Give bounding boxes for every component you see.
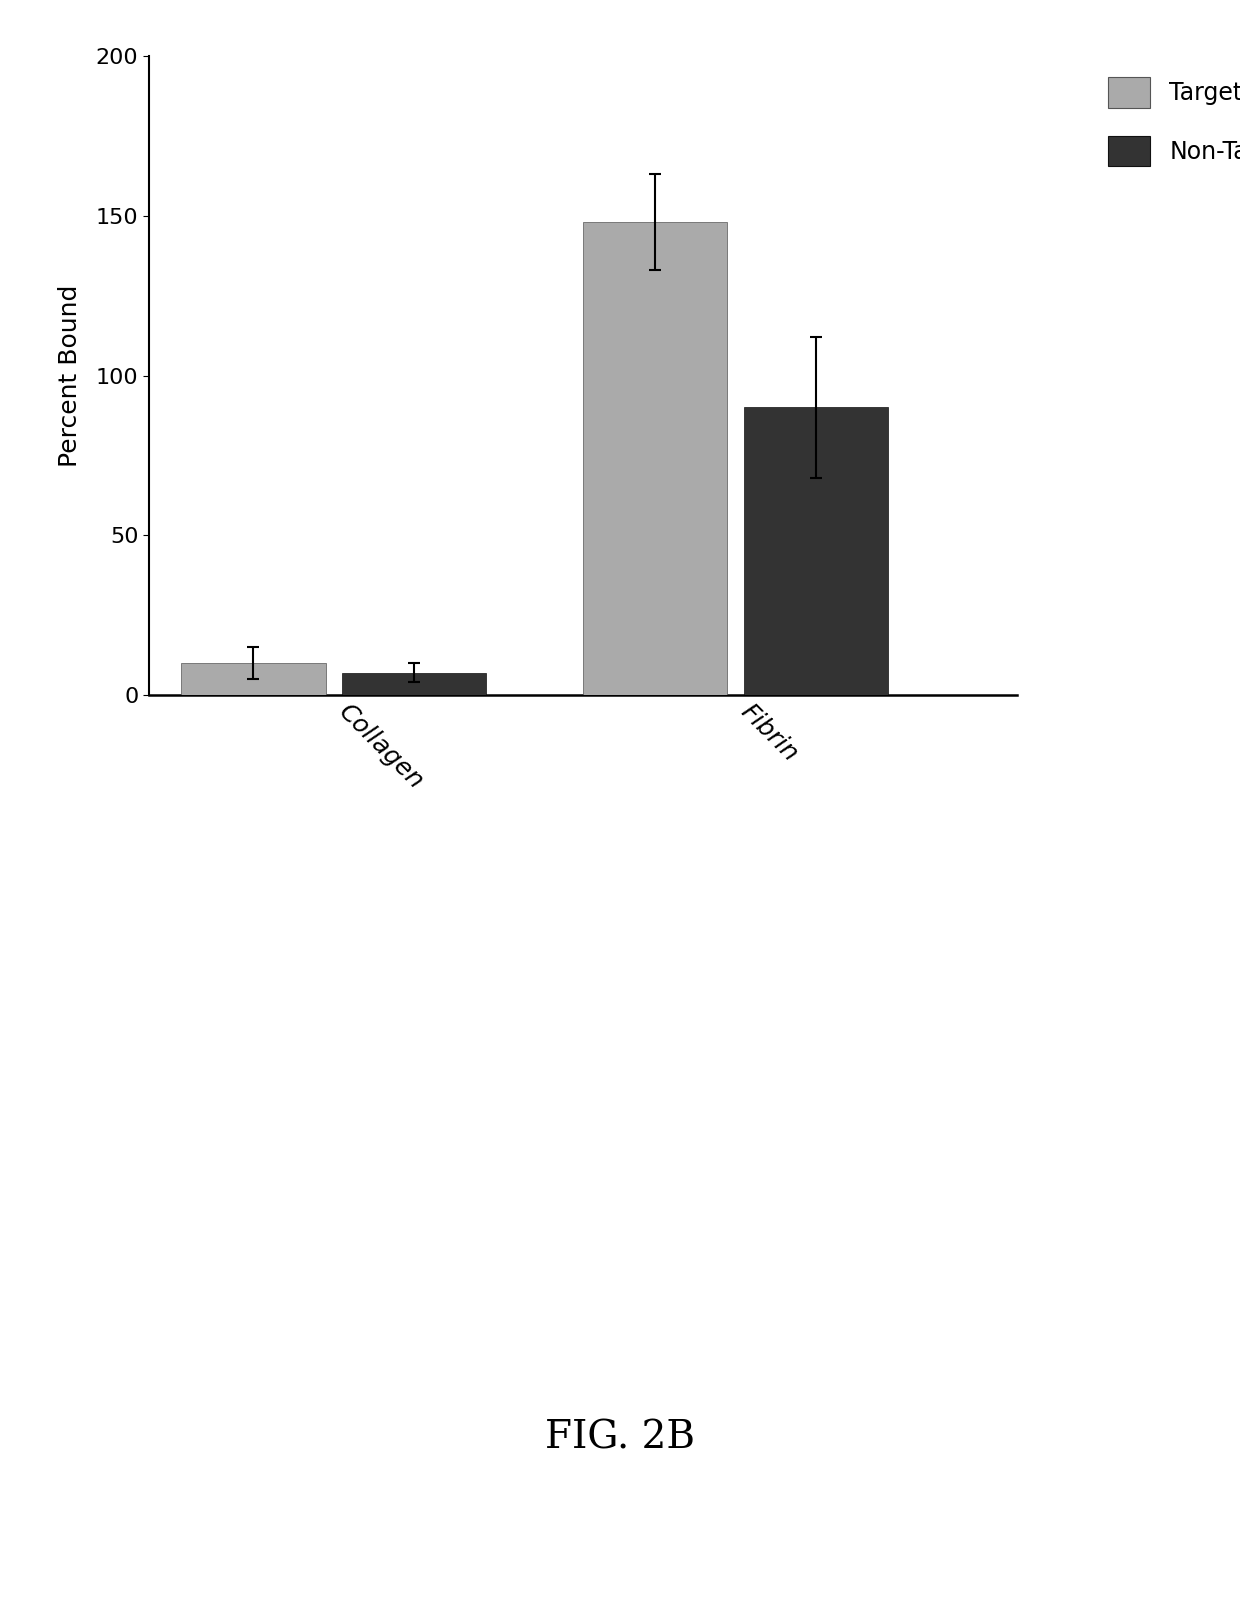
Bar — [342, 673, 486, 695]
Y-axis label: Percent Bound: Percent Bound — [58, 284, 82, 467]
Bar — [744, 407, 888, 695]
Bar — [181, 663, 326, 695]
Text: FIG. 2B: FIG. 2B — [546, 1419, 694, 1457]
Bar — [583, 222, 728, 695]
Legend: Target, Non-Targeted: Target, Non-Targeted — [1099, 67, 1240, 176]
